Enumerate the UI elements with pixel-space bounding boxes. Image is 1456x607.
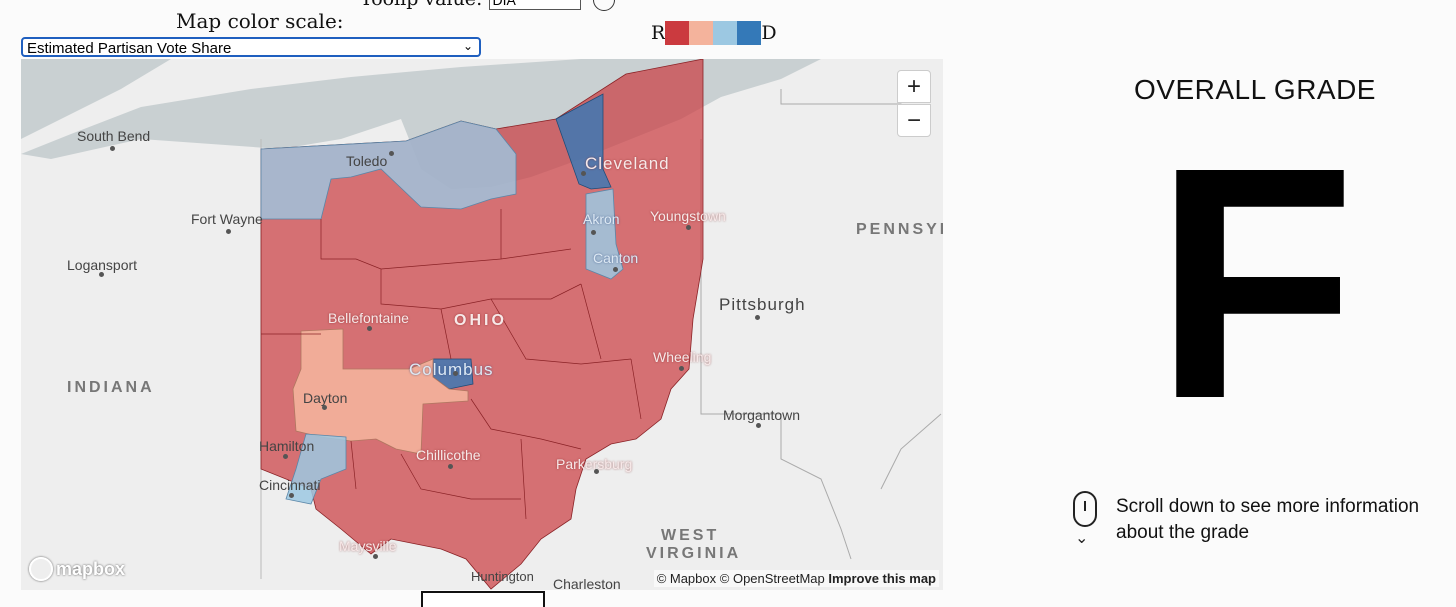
- tooltip-value-label: Toolip value:: [360, 0, 482, 10]
- label-virginia: VIRGINIA: [646, 545, 742, 562]
- legend-swatch-lean-r: [689, 21, 714, 45]
- legend-swatch-lean-d: [713, 21, 738, 45]
- state-border-md: [880, 413, 942, 490]
- label-indiana: INDIANA: [67, 379, 155, 396]
- legend-label-r: R: [651, 22, 666, 44]
- label-parkersburg: Parkersburg: [556, 456, 633, 472]
- city-dot: [289, 493, 294, 498]
- tooltip-value-control: Toolip value:: [360, 0, 615, 11]
- label-ohio: OHIO: [454, 312, 507, 329]
- city-dot: [686, 225, 691, 230]
- label-akron: Akron: [583, 211, 620, 227]
- mapbox-logo[interactable]: mapbox: [29, 557, 125, 581]
- color-scale-select[interactable]: Estimated Partisan Vote Share ⌄: [21, 37, 481, 57]
- mouse-scroll-icon: [1073, 491, 1097, 527]
- map-canvas: [21, 59, 942, 590]
- show-more-button[interactable]: [421, 591, 545, 607]
- label-cleveland: Cleveland: [585, 154, 670, 173]
- city-dot: [591, 230, 596, 235]
- label-toledo: Toledo: [346, 153, 388, 169]
- city-dot: [367, 326, 372, 331]
- label-youngstown: Youngstown: [650, 208, 726, 224]
- city-dot: [226, 229, 231, 234]
- city-dot: [581, 171, 586, 176]
- label-morgantown: Morgantown: [723, 407, 801, 423]
- district-map[interactable]: South Bend Fort Wayne Logansport INDIANA…: [21, 59, 943, 590]
- color-scale-selected: Estimated Partisan Vote Share: [27, 40, 232, 57]
- label-dayton: Dayton: [303, 390, 348, 406]
- attribution-osm-link[interactable]: © OpenStreetMap: [719, 571, 825, 586]
- city-dot: [283, 454, 288, 459]
- chevron-down-icon: ⌄: [462, 39, 473, 53]
- city-dot: [389, 151, 394, 156]
- label-hamilton: Hamilton: [259, 438, 315, 454]
- legend-label-d: D: [761, 22, 777, 44]
- map-attribution: © Mapbox © OpenStreetMap Improve this ma…: [653, 570, 939, 587]
- city-dot: [99, 272, 104, 277]
- city-dot: [756, 423, 761, 428]
- district-shape-cincinnati: [285, 433, 347, 505]
- label-charleston: Charleston: [553, 576, 621, 590]
- district-shape-cleveland: [555, 93, 612, 190]
- district-lines: [261, 209, 642, 520]
- label-fort-wayne: Fort Wayne: [191, 211, 263, 227]
- color-legend: R D: [651, 21, 777, 45]
- label-cincinnati: Cincinnati: [259, 477, 321, 493]
- info-icon[interactable]: [592, 0, 615, 11]
- city-dot: [373, 554, 378, 559]
- city-dot: [110, 146, 115, 151]
- city-dot: [613, 267, 618, 272]
- label-chillicothe: Chillicothe: [416, 447, 481, 463]
- label-wheeling: Wheeling: [653, 349, 712, 365]
- overall-grade-title: OVERALL GRADE: [1134, 74, 1376, 105]
- mapbox-logo-text: mapbox: [56, 558, 126, 579]
- label-logansport: Logansport: [67, 257, 138, 273]
- label-columbus: Columbus: [409, 360, 494, 379]
- label-south-bend: South Bend: [77, 128, 151, 144]
- zoom-in-button[interactable]: +: [897, 70, 931, 103]
- state-border: [780, 89, 902, 119]
- attribution-mapbox-link[interactable]: © Mapbox: [656, 571, 717, 586]
- label-bellefontaine: Bellefontaine: [328, 310, 409, 326]
- label-pittsburgh: Pittsburgh: [719, 295, 806, 314]
- scroll-hint-text: Scroll down to see more information abou…: [1116, 496, 1420, 543]
- label-maysville: Maysville: [339, 538, 397, 554]
- district-shape-salmon: [292, 328, 469, 455]
- city-dot: [755, 315, 760, 320]
- city-dot: [679, 366, 684, 371]
- tooltip-value-input[interactable]: [488, 0, 581, 10]
- city-dot: [322, 405, 327, 410]
- label-huntington: Huntington: [471, 569, 534, 584]
- state-border-pa-wv: [700, 139, 852, 560]
- district-shape-akron: [585, 188, 624, 280]
- district-shape-toledo: [260, 120, 517, 220]
- legend-swatch-strong-d: [737, 21, 762, 45]
- label-canton: Canton: [593, 250, 639, 266]
- lake-michigan: [21, 59, 171, 139]
- color-scale-label: Map color scale:: [176, 9, 344, 33]
- city-dot: [448, 464, 453, 469]
- legend-swatch-strong-r: [665, 21, 690, 45]
- grade-letter: F: [1154, 98, 1356, 467]
- label-pennsylvania: PENNSYL: [856, 221, 943, 238]
- city-dot: [594, 469, 599, 474]
- label-west: WEST: [661, 527, 720, 544]
- chevron-down-icon: ⌄: [1075, 530, 1089, 547]
- zoom-out-button[interactable]: −: [897, 104, 931, 137]
- mapbox-logo-icon: [29, 557, 53, 581]
- district-shape-red: [260, 59, 704, 590]
- city-dot: [453, 371, 458, 376]
- improve-map-link[interactable]: Improve this map: [828, 571, 936, 586]
